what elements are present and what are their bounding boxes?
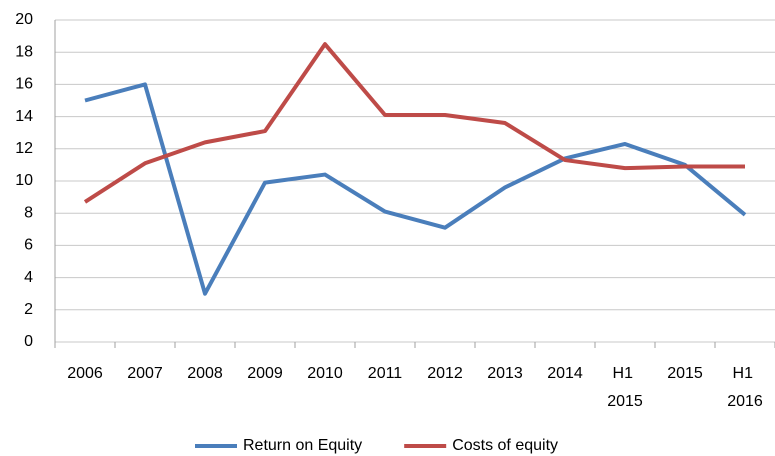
data-line (83, 42, 745, 204)
y-tick-label: 16 (15, 76, 33, 93)
x-tick-label: 2010 (307, 365, 343, 382)
x-tick-label: 2013 (487, 365, 523, 382)
y-tick-label: 6 (24, 237, 33, 254)
x-tick-label: 2006 (67, 365, 103, 382)
y-tick-label: 20 (15, 11, 33, 28)
y-tick-label: 10 (15, 172, 33, 189)
x-tick-label: 2009 (247, 365, 283, 382)
y-tick-label: 0 (24, 333, 33, 350)
y-tick-label: 12 (15, 140, 33, 157)
y-tick-label: 2 (24, 301, 33, 318)
data-line (84, 82, 747, 296)
legend-label: Return on Equity (243, 437, 362, 454)
y-tick-label: 14 (15, 108, 33, 125)
x-tick-label: H1 2016 (727, 365, 763, 410)
y-tick-label: 18 (15, 43, 33, 60)
x-tick-label: 2012 (427, 365, 463, 382)
x-tick-label: 2007 (127, 365, 163, 382)
x-tick-label: 2015 (667, 365, 703, 382)
x-tick-label: 2014 (547, 365, 583, 382)
x-tick-label: 2011 (368, 365, 403, 382)
x-tick-label: H1 2015 (607, 365, 643, 410)
legend-label: Costs of equity (452, 437, 558, 454)
x-tick-label: 2008 (187, 365, 223, 382)
y-tick-label: 4 (24, 269, 33, 286)
y-tick-label: 8 (24, 204, 33, 221)
